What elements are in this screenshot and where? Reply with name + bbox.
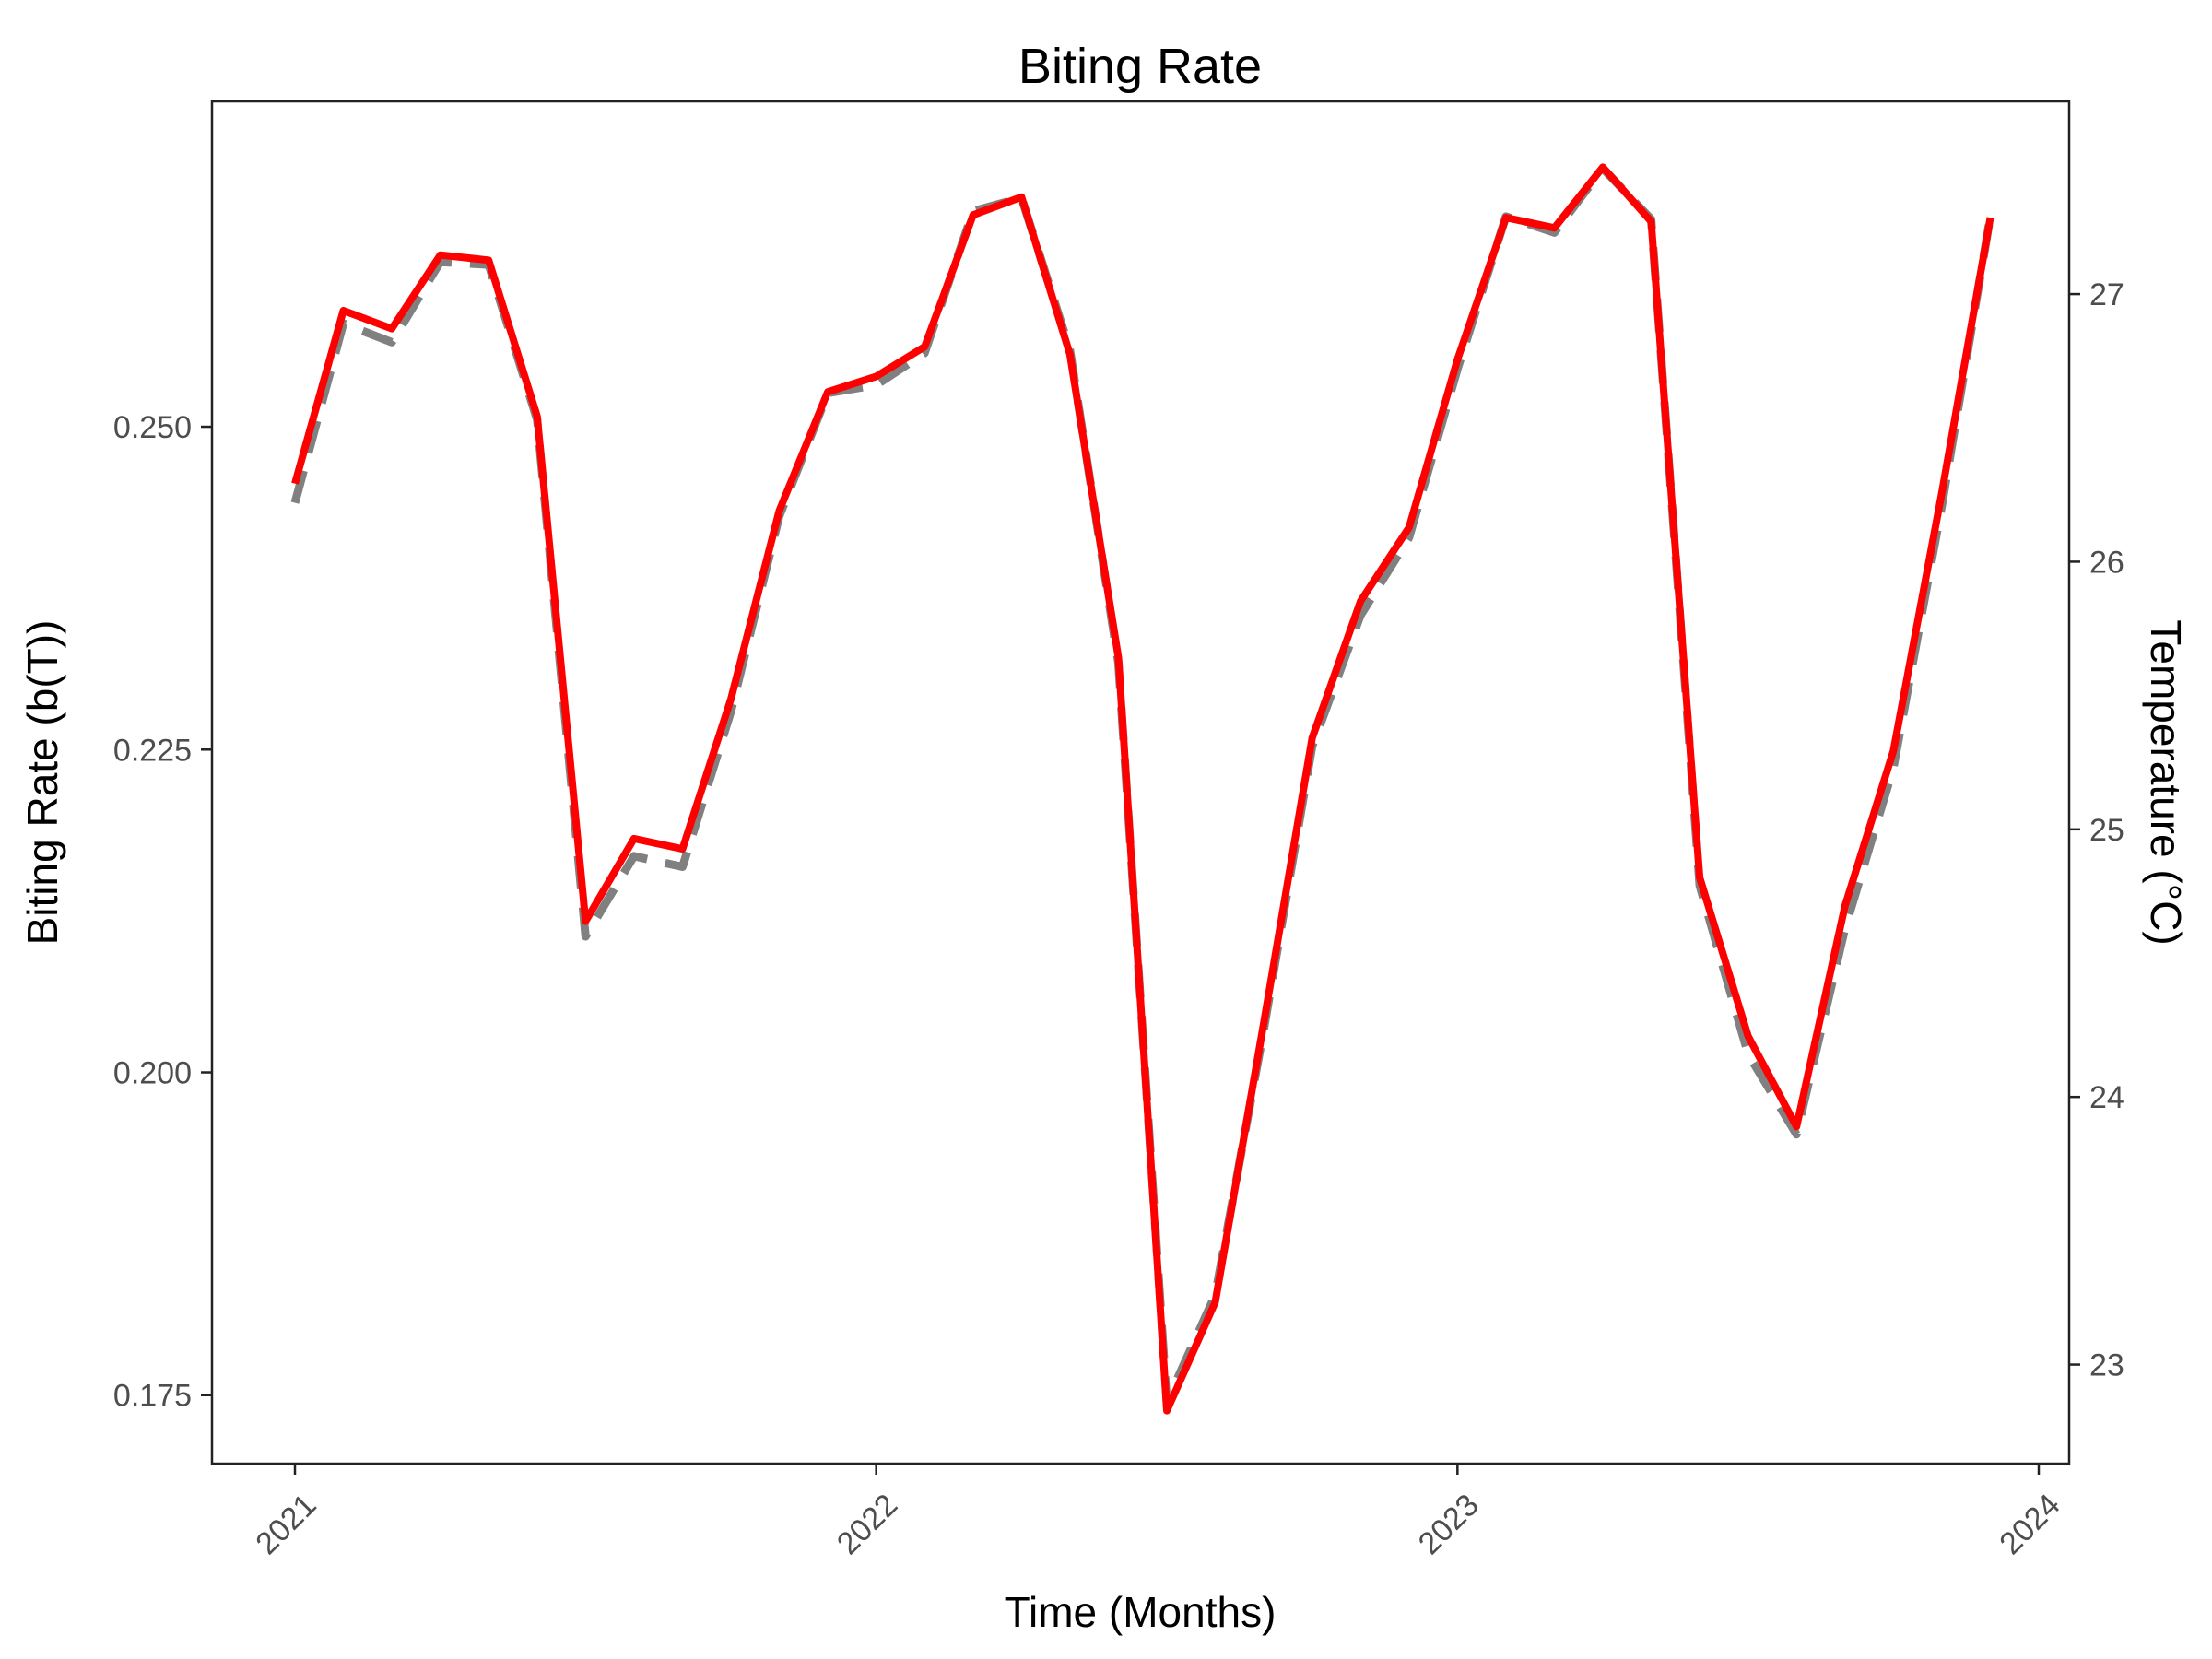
y2-axis-title: Temperature (°C): [2142, 619, 2190, 945]
y-tick-label: 0.175: [113, 1379, 192, 1414]
x-tick-label: 2022: [830, 1488, 904, 1561]
chart-title: Biting Rate: [1018, 39, 1262, 94]
y2-ticks: 23 24 25 26 27: [2069, 277, 2124, 1383]
y2-tick-label: 25: [2089, 813, 2124, 848]
y-tick-label: 0.200: [113, 1056, 192, 1091]
y2-tick-label: 27: [2089, 277, 2124, 312]
x-ticks: 2021 2022 2023 2024: [249, 1464, 2067, 1561]
plot-panel: [210, 100, 2071, 1465]
biting-rate-series-line: [291, 163, 1994, 1415]
y2-tick-label: 23: [2089, 1348, 2124, 1383]
x-tick-label: 2023: [1412, 1488, 1486, 1561]
y2-tick-label: 24: [2089, 1080, 2124, 1115]
x-tick-label: 2024: [1993, 1488, 2066, 1561]
y-ticks: 0.175 0.200 0.225 0.250: [113, 410, 212, 1414]
x-tick-label: 2021: [249, 1488, 323, 1561]
x-axis-title: Time (Months): [1005, 1588, 1277, 1636]
y2-tick-label: 26: [2089, 545, 2124, 580]
y-tick-label: 0.225: [113, 733, 192, 768]
y-tick-label: 0.250: [113, 410, 192, 445]
y-axis-title: Biting Rate (b(T)): [18, 620, 66, 946]
series-layer: [290, 163, 1994, 1415]
